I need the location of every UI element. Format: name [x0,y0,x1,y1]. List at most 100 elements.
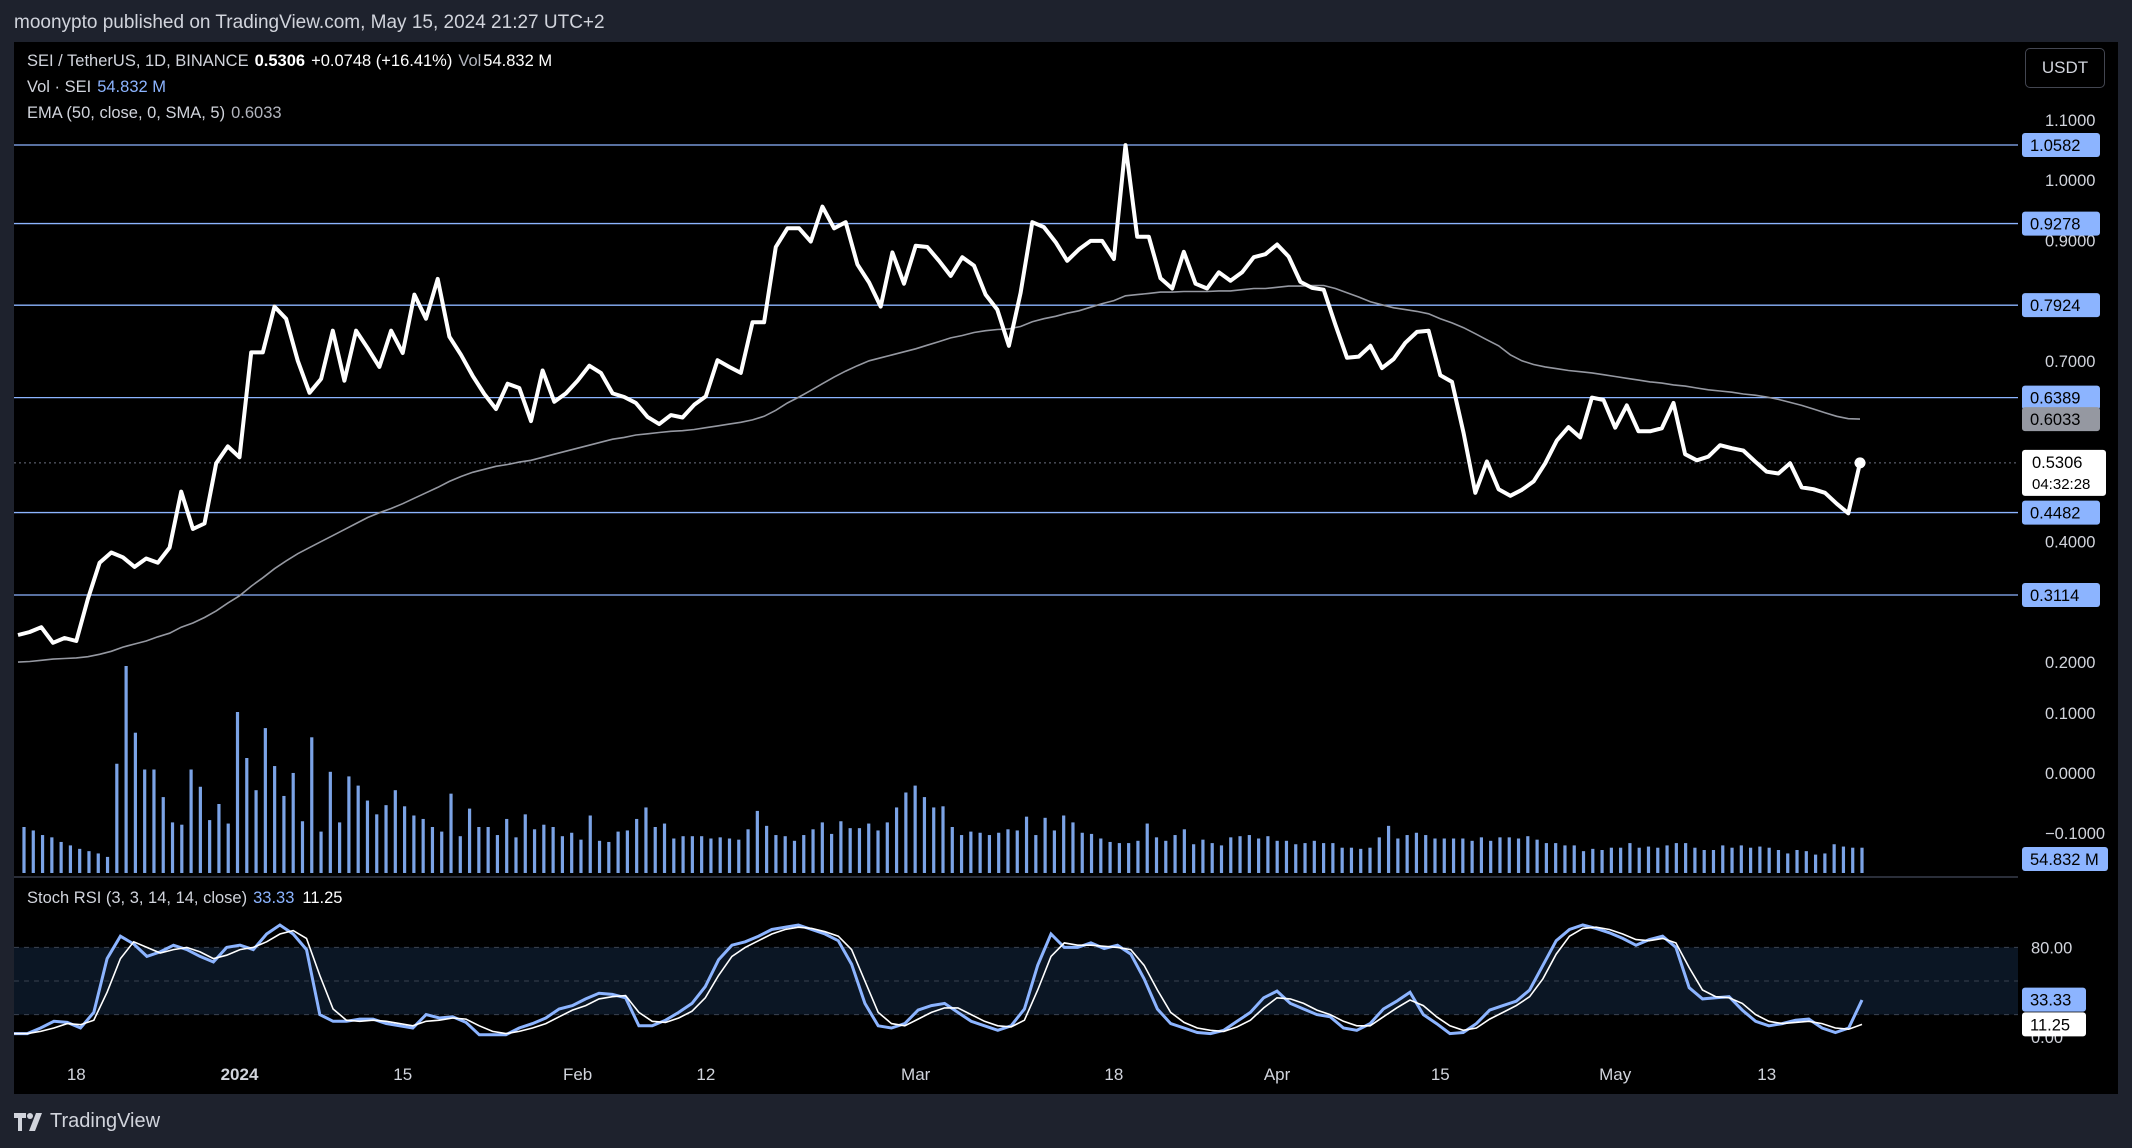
volume-bar [1711,850,1716,873]
volume-bar [876,830,880,873]
volume-bar [486,827,490,873]
volume-bar [894,807,899,873]
volume-bar [1646,846,1651,873]
time-axis-tick: 18 [67,1065,86,1084]
volume-bar [1823,853,1827,873]
volume-bar [551,827,555,873]
volume-bar [830,833,834,873]
volume-bar [1182,829,1186,873]
symbol-name[interactable]: SEI / TetherUS, 1D, BINANCE [27,52,249,70]
ema-value: 0.6033 [231,104,282,122]
volume-bar [1786,853,1790,873]
volume-bar [105,856,110,873]
volume-bar [746,829,750,873]
volume-bar [1684,843,1688,873]
level-tag-text: 0.4482 [2030,505,2080,523]
volume-bar [1665,845,1669,873]
volume-bar [467,808,472,873]
volume-bar [1609,847,1613,873]
price-axis-tick: 0.0000 [2045,765,2095,783]
volume-bar [532,829,537,873]
volume-bar [1813,854,1818,873]
volume-bar [1275,840,1279,873]
volume-bar [328,771,332,873]
volume-bar [393,790,397,873]
vol-sei-label[interactable]: Vol · SEI [27,78,92,96]
footer-bar [0,1094,2132,1148]
chart-area[interactable] [14,42,2118,1094]
volume-bar [718,837,722,873]
volume-bar [1396,838,1400,873]
volume-bar [1516,838,1521,873]
volume-bar [1433,838,1437,873]
volume-bar [1164,840,1168,873]
price-axis-tick: 1.0000 [2045,172,2095,190]
volume-bar [1619,847,1623,873]
volume-bar [755,810,759,873]
stoch-axis-tick: 80.00 [2031,939,2072,957]
volume-bar [1507,837,1511,873]
stoch-rsi-label[interactable]: Stoch RSI (3, 3, 14, 14, close) [27,889,248,907]
volume-bar [848,828,852,873]
volume-bar [124,666,128,873]
price-axis-tick: −0.1000 [2045,825,2105,843]
volume-bar [560,836,565,873]
volume-bar [477,827,481,873]
currency-button[interactable]: USDT [2025,48,2105,88]
volume-bar [959,835,964,873]
volume-bar [180,824,184,873]
stoch-d-line [14,926,1863,1035]
volume-bar [1489,840,1493,873]
volume-bar [1554,843,1558,873]
volume-bar [588,815,592,873]
volume-legend: Vol · SEI 54.832 M [27,78,166,97]
volume-bar [143,769,147,873]
volume-bar [1024,816,1029,873]
level-tag-bg [2022,133,2100,157]
ema-tag-bg [2022,407,2100,432]
volume-bar [1099,838,1103,873]
volume-bar [1080,832,1084,873]
volume-bar [1470,840,1474,873]
volume-bar [430,827,435,873]
volume-bar [1284,840,1289,873]
publisher-bar: moonypto published on TradingView.com, M… [0,0,2132,46]
time-axis-tick: 12 [696,1065,715,1084]
time-axis-tick: 2024 [221,1065,259,1084]
volume-bar [1145,823,1149,873]
volume-bar [375,814,379,873]
volume-bar [885,822,889,873]
volume-bar [319,831,323,873]
volume-bar [115,763,119,873]
volume-bar [254,790,258,873]
volume-bar [802,835,806,873]
price-axis-tick: 0.4000 [2045,534,2095,552]
volume-bar [1238,836,1242,873]
countdown-text: 04:32:28 [2032,476,2090,493]
volume-bar [727,838,732,873]
level-tag-bg [2022,500,2100,525]
volume-bar [1739,845,1743,873]
volume-bar [96,853,100,873]
tradingview-brand[interactable]: TradingView [14,1108,160,1134]
volume-bar [1414,832,1419,873]
volume-bar [338,822,342,873]
volume-bar [922,797,927,873]
level-tag-text: 0.9278 [2030,216,2080,234]
volume-bar [1210,843,1214,873]
volume-bar [1312,840,1316,873]
volume-bar [792,840,797,873]
time-axis-tick: Mar [901,1065,931,1084]
volume-bar [1702,850,1706,873]
symbol-legend: SEI / TetherUS, 1D, BINANCE 0.5306 +0.0748… [27,52,552,71]
level-tag-bg [2022,583,2100,607]
volume-bar [1229,837,1233,873]
volume-bar [1405,835,1409,873]
ema-label[interactable]: EMA (50, close, 0, SMA, 5) [27,104,226,122]
time-axis-tick: 15 [1431,1065,1450,1084]
level-tag-text: 1.0582 [2030,137,2080,155]
volume-bar [1721,845,1725,873]
volume-bar [1461,838,1465,873]
volume-bar [857,828,862,873]
